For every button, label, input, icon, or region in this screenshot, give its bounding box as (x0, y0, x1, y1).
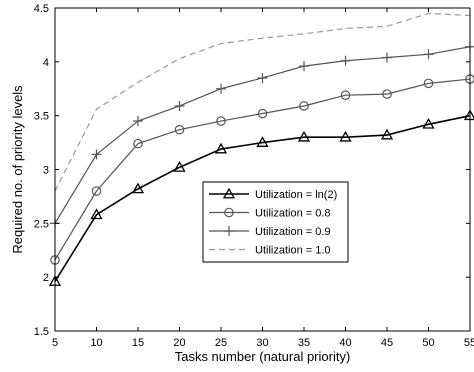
x-tick-label: 30 (256, 337, 268, 349)
x-tick-label: 5 (52, 337, 58, 349)
legend-marker-1 (224, 207, 234, 218)
data-point-2-5 (257, 72, 268, 83)
data-point-0-4 (214, 142, 228, 154)
data-point-2-9 (423, 49, 434, 60)
y-tick-label: 4.5 (34, 3, 49, 15)
data-point-0-5 (256, 136, 269, 147)
legend-entry-0: Utilization = ln(2) (255, 189, 337, 201)
data-point-0-2 (131, 182, 145, 194)
data-point-0-6 (297, 130, 311, 142)
data-point-0-3 (173, 161, 186, 172)
y-tick-label: 4 (43, 57, 49, 69)
y-tick-label: 1.5 (34, 326, 49, 338)
y-tick-label: 3.5 (34, 111, 49, 123)
data-point-1-5 (257, 108, 268, 119)
x-tick-label: 15 (132, 337, 144, 349)
data-point-0-8 (380, 128, 394, 140)
x-tick-label: 20 (173, 337, 185, 349)
data-point-1-4 (216, 116, 226, 126)
data-point-2-3 (174, 100, 185, 111)
data-point-1-3 (174, 124, 185, 135)
data-point-2-6 (299, 61, 309, 72)
data-point-2-8 (382, 52, 392, 63)
x-tick-label: 55 (464, 337, 474, 349)
data-point-1-9 (423, 78, 434, 89)
data-point-0-9 (422, 117, 435, 129)
data-point-1-2 (133, 138, 143, 149)
x-tick-label: 40 (339, 337, 351, 349)
data-point-1-8 (382, 89, 392, 99)
series-line-0 (54, 114, 471, 282)
data-point-2-4 (216, 83, 226, 94)
x-tick-label: 10 (90, 337, 102, 349)
legend: Utilization = ln(2) Utilization = 0.8 Util… (202, 181, 349, 263)
x-tick-label: 25 (215, 337, 227, 349)
legend-entry-1: Utilization = 0.8 (255, 208, 331, 220)
data-point-2-1 (91, 149, 102, 160)
y-tick-label: 2.5 (34, 218, 49, 230)
legend-entry-3: Utilization = 1.0 (255, 245, 331, 257)
series-line-1 (54, 78, 471, 261)
data-point-1-7 (340, 90, 351, 101)
plot-layer (48, 12, 474, 286)
legend-entry-2: Utilization = 0.9 (255, 226, 331, 238)
data-point-2-2 (133, 116, 143, 127)
data-point-0-7 (339, 130, 352, 142)
legend-box (202, 181, 349, 263)
x-tick-label: 35 (298, 337, 310, 349)
y-tick-label: 2 (43, 272, 49, 284)
y-axis-label: Required no. of priority levels (10, 85, 25, 254)
legend-marker-2 (224, 226, 234, 236)
x-axis-label: Tasks number (natural priority) (175, 349, 351, 364)
data-point-1-6 (299, 101, 309, 111)
axes-layer: 5 10 15 20 25 30 35 40 45 50 55 1.5 2 2.5 3 3.5 4 4.5 (34, 3, 474, 349)
x-tick-label: 45 (381, 337, 393, 349)
series-line-3 (54, 12, 471, 192)
y-tick-label: 3 (43, 165, 49, 177)
data-point-1-1 (91, 186, 102, 196)
data-point-0-1 (90, 208, 103, 220)
data-point-2-7 (340, 55, 351, 66)
legend-marker-0 (222, 187, 236, 199)
x-tick-label: 50 (422, 337, 434, 349)
